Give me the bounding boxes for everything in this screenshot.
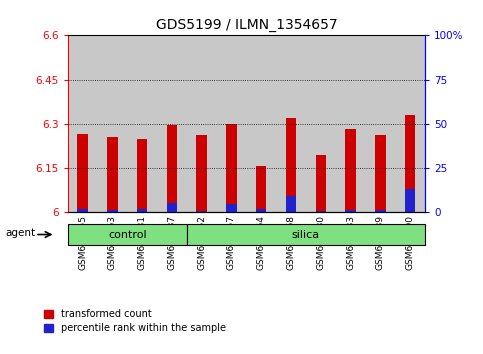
Bar xyxy=(197,135,207,212)
Bar xyxy=(405,115,415,212)
Bar xyxy=(157,35,187,212)
Bar xyxy=(375,210,385,212)
Bar xyxy=(98,35,127,212)
Bar xyxy=(366,35,395,212)
Bar xyxy=(197,211,207,212)
FancyBboxPatch shape xyxy=(68,224,187,245)
Bar xyxy=(167,125,177,212)
FancyBboxPatch shape xyxy=(187,224,425,245)
Bar xyxy=(167,202,177,212)
Bar xyxy=(137,139,147,212)
Text: silica: silica xyxy=(292,229,320,240)
Bar xyxy=(315,155,326,212)
Bar xyxy=(68,35,98,212)
Bar xyxy=(286,196,296,212)
Bar xyxy=(315,211,326,212)
Text: control: control xyxy=(108,229,146,240)
Bar xyxy=(226,124,237,212)
Text: agent: agent xyxy=(5,228,36,238)
Bar xyxy=(395,35,425,212)
Bar xyxy=(256,166,267,212)
Bar xyxy=(226,204,237,212)
Bar xyxy=(405,189,415,212)
Bar xyxy=(127,35,157,212)
Bar xyxy=(187,35,216,212)
Bar xyxy=(345,210,356,212)
Bar xyxy=(216,35,246,212)
Bar xyxy=(107,137,117,212)
Bar xyxy=(246,35,276,212)
Bar xyxy=(336,35,366,212)
Bar xyxy=(345,129,356,212)
Bar xyxy=(137,209,147,212)
Bar xyxy=(77,209,88,212)
Bar xyxy=(256,209,267,212)
Bar xyxy=(276,35,306,212)
Bar xyxy=(375,135,385,212)
Legend: transformed count, percentile rank within the sample: transformed count, percentile rank withi… xyxy=(43,309,226,333)
Title: GDS5199 / ILMN_1354657: GDS5199 / ILMN_1354657 xyxy=(156,18,337,32)
Bar xyxy=(286,118,296,212)
Bar xyxy=(107,210,117,212)
Bar xyxy=(306,35,336,212)
Bar xyxy=(77,134,88,212)
